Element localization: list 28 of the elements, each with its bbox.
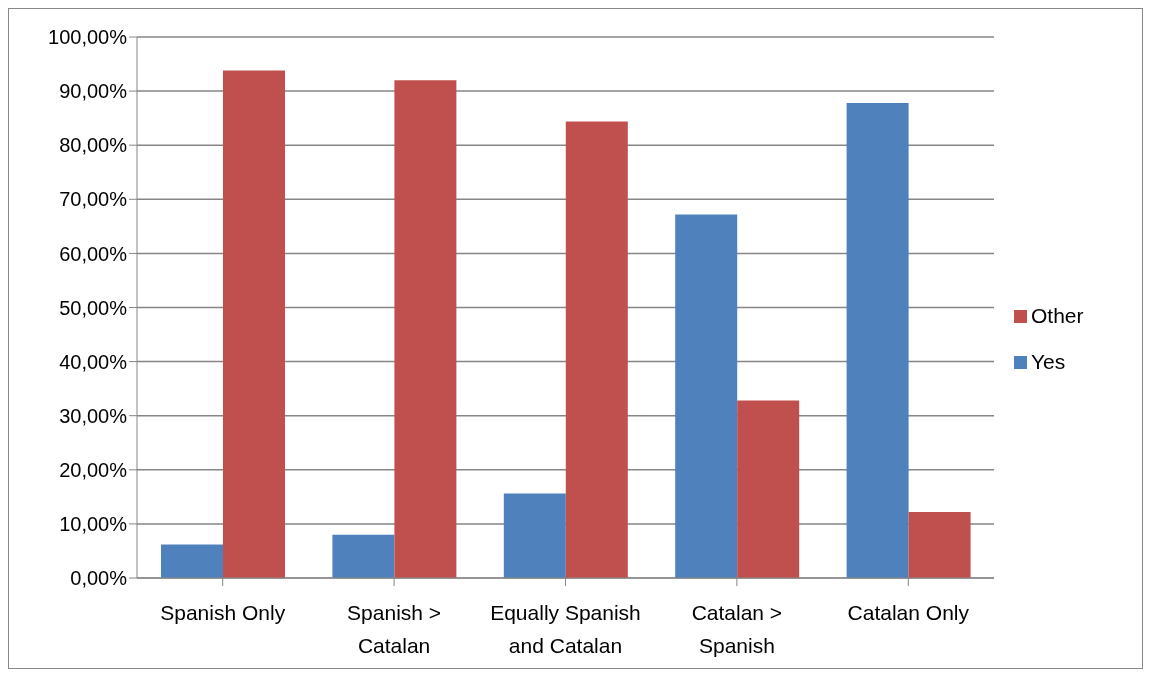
bar xyxy=(908,512,971,578)
y-tick-label: 10,00% xyxy=(59,513,128,535)
y-tick-label: 60,00% xyxy=(59,242,128,265)
bar xyxy=(675,214,738,578)
bar xyxy=(565,121,628,578)
bar xyxy=(394,80,457,578)
legend-label: Other xyxy=(1031,303,1084,327)
y-tick-label: 80,00% xyxy=(59,134,128,157)
bar xyxy=(846,103,909,578)
y-tick-label: 40,00% xyxy=(59,350,128,373)
x-tick-label: Catalan > Spanish xyxy=(691,601,783,657)
bar xyxy=(161,544,223,578)
bar xyxy=(332,534,395,578)
y-tick-label: 50,00% xyxy=(59,296,128,319)
y-tick-label: 0,00% xyxy=(70,567,128,590)
x-tick-label: Spanish Only xyxy=(160,601,286,624)
legend-label: Yes xyxy=(1031,349,1066,373)
x-tick-label: Catalan Only xyxy=(847,601,970,624)
y-tick-label: 90,00% xyxy=(59,80,128,103)
bar xyxy=(737,400,800,578)
bar xyxy=(223,70,285,578)
y-tick-label: 20,00% xyxy=(59,458,128,481)
y-tick-label: 100,00% xyxy=(48,26,128,49)
x-tick-label: Spanish > Catalan xyxy=(347,601,442,657)
y-tick-label: 30,00% xyxy=(59,404,128,427)
y-tick-label: 70,00% xyxy=(59,188,128,211)
x-tick-label: Equally Spanish and Catalan xyxy=(490,601,641,657)
bar xyxy=(503,493,566,578)
